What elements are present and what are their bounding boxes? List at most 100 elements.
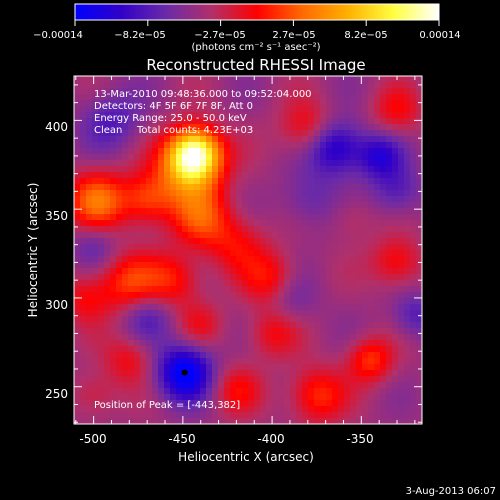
heatmap-cell (254, 214, 261, 221)
heatmap-cell (284, 118, 291, 125)
heatmap-cell (266, 322, 273, 329)
heatmap-cell (374, 142, 381, 149)
heatmap-cell (260, 94, 267, 101)
heatmap-cell (410, 328, 417, 335)
heatmap-cell (92, 394, 99, 401)
heatmap-cell (200, 202, 207, 209)
heatmap-cell (170, 406, 177, 413)
heatmap-cell (128, 256, 135, 263)
heatmap-cell (74, 322, 81, 329)
heatmap-cell (188, 148, 195, 155)
heatmap-cell (302, 202, 309, 209)
heatmap-cell (338, 262, 345, 269)
heatmap-cell (218, 250, 225, 257)
heatmap-cell (194, 112, 201, 119)
heatmap-cell (248, 328, 255, 335)
heatmap-cell (272, 166, 279, 173)
heatmap-cell (344, 226, 351, 233)
heatmap-cell (380, 76, 387, 83)
heatmap-cell (176, 304, 183, 311)
heatmap-cell (104, 418, 111, 424)
heatmap-cell (242, 370, 249, 377)
heatmap-cell (182, 256, 189, 263)
heatmap-cell (224, 304, 231, 311)
heatmap-cell (146, 358, 153, 365)
heatmap-cell (398, 304, 405, 311)
heatmap-cell (206, 352, 213, 359)
heatmap-cell (344, 286, 351, 293)
colorbar-tick-5: 0.00014 (419, 30, 460, 41)
heatmap-cell (326, 346, 333, 353)
heatmap-cell (212, 130, 219, 137)
heatmap-cell (128, 118, 135, 125)
heatmap-cell (80, 256, 87, 263)
heatmap-cell (218, 124, 225, 131)
heatmap-cell (104, 244, 111, 251)
heatmap-cell (86, 154, 93, 161)
heatmap-cell (128, 244, 135, 251)
heatmap-cell (302, 82, 309, 89)
heatmap-cell (308, 196, 315, 203)
heatmap-cell (230, 286, 237, 293)
heatmap-cell (80, 268, 87, 275)
heatmap-cell (260, 124, 267, 131)
heatmap-cell (92, 202, 99, 209)
heatmap-cell (206, 88, 213, 95)
heatmap-cell (92, 370, 99, 377)
heatmap-cell (398, 244, 405, 251)
heatmap-cell (230, 256, 237, 263)
heatmap-cell (146, 94, 153, 101)
heatmap-cell (200, 184, 207, 191)
heatmap-cell (224, 232, 231, 239)
heatmap-cell (182, 226, 189, 233)
heatmap-cell (206, 418, 213, 424)
heatmap-cell (344, 304, 351, 311)
heatmap-cell (356, 208, 363, 215)
heatmap-cell (326, 340, 333, 347)
heatmap-cell (368, 160, 375, 167)
heatmap-cell (290, 178, 297, 185)
heatmap-cell (218, 292, 225, 299)
heatmap-cell (266, 394, 273, 401)
heatmap-cell (392, 322, 399, 329)
heatmap-cell (218, 166, 225, 173)
heatmap-cell (110, 334, 117, 341)
heatmap-cell (356, 340, 363, 347)
heatmap-cell (374, 190, 381, 197)
heatmap-cell (164, 364, 171, 371)
heatmap-cell (152, 166, 159, 173)
heatmap-cell (374, 250, 381, 257)
heatmap-cell (152, 388, 159, 395)
heatmap-cell (254, 178, 261, 185)
heatmap-cell (152, 412, 159, 419)
heatmap-cell (98, 358, 105, 365)
heatmap-cell (308, 256, 315, 263)
heatmap-cell (98, 232, 105, 239)
heatmap-cell (362, 112, 369, 119)
heatmap-cell (326, 232, 333, 239)
heatmap-cell (182, 196, 189, 203)
heatmap-cell (290, 166, 297, 173)
heatmap-cell (200, 100, 207, 107)
heatmap-cell (212, 238, 219, 245)
heatmap-cell (92, 364, 99, 371)
heatmap-cell (266, 208, 273, 215)
heatmap-cell (170, 112, 177, 119)
heatmap-cell (224, 136, 231, 143)
heatmap-cell (206, 370, 213, 377)
heatmap-cell (182, 136, 189, 143)
heatmap-cell (116, 190, 123, 197)
heatmap-cell (74, 316, 81, 323)
heatmap-cell (362, 406, 369, 413)
heatmap-cell (170, 142, 177, 149)
heatmap-cell (350, 346, 357, 353)
heatmap-cell (332, 346, 339, 353)
colorbar-tick-0: −0.00014 (33, 30, 83, 41)
heatmap-cell (242, 208, 249, 215)
heatmap-cell (182, 82, 189, 89)
heatmap-cell (386, 274, 393, 281)
heatmap-cell (356, 262, 363, 269)
heatmap-cell (122, 256, 129, 263)
heatmap-cell (194, 184, 201, 191)
heatmap-cell (74, 406, 81, 413)
